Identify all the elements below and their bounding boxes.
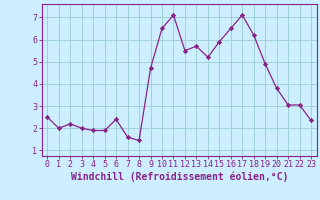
- X-axis label: Windchill (Refroidissement éolien,°C): Windchill (Refroidissement éolien,°C): [70, 172, 288, 182]
